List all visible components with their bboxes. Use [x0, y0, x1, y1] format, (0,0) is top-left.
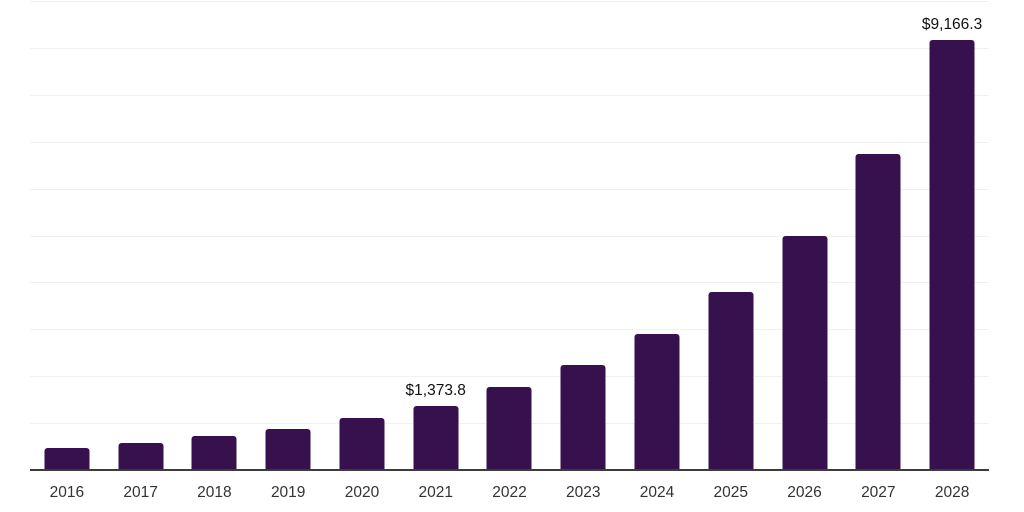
bars: $1,373.8 $9,166.3: [30, 1, 989, 470]
x-tick-2021: 2021: [418, 484, 453, 501]
bar-group-2018: [178, 1, 252, 470]
x-tick-2024: 2024: [639, 484, 675, 501]
gridline-10000: [30, 1, 989, 2]
bar-2022[interactable]: [486, 387, 532, 470]
x-tick-2020: 2020: [344, 484, 380, 501]
x-tick-2018: 2018: [197, 484, 232, 501]
x-tick-2026: 2026: [787, 484, 822, 501]
bar-group-2017: [104, 1, 178, 470]
x-tick-2016: 2016: [49, 484, 85, 501]
bar-group-2020: [325, 1, 399, 470]
bar-group-2023: [546, 1, 620, 470]
bar-2023[interactable]: [560, 364, 606, 470]
bar-2025[interactable]: [708, 291, 754, 470]
x-tick-2019: 2019: [270, 484, 306, 501]
bar-2021[interactable]: [413, 405, 459, 470]
bar-group-2027: [841, 1, 915, 470]
gridline-7000: [30, 141, 989, 143]
gridline-5000: [30, 235, 989, 237]
bar-group-2019: [251, 1, 325, 470]
x-tick-2027: 2027: [861, 484, 896, 501]
x-tick-2023: 2023: [566, 484, 601, 501]
x-tick-2025: 2025: [713, 484, 749, 501]
x-tick-2028: 2028: [934, 484, 970, 501]
bar-2017[interactable]: [118, 442, 164, 470]
gridline-8000: [30, 94, 989, 96]
bar-group-2028: $9,166.3: [915, 1, 989, 470]
gridline-4000: [30, 282, 989, 284]
bar-2018[interactable]: [191, 436, 237, 470]
x-axis-labels: 2016 2017 2018 2019 2020 2021 2022 2023 2024 2025…: [30, 484, 989, 502]
bar-2026[interactable]: [782, 235, 828, 470]
plot-area: $1,373.8 $9,166.3: [30, 1, 989, 470]
bar-2028[interactable]: [929, 40, 975, 470]
bar-group-2016: [30, 1, 104, 470]
bar-group-2022: [473, 1, 547, 470]
x-axis-line: [30, 469, 989, 471]
bar-2024[interactable]: [634, 333, 680, 470]
bar-group-2025: [694, 1, 768, 470]
bar-2027[interactable]: [855, 153, 901, 470]
value-label-2021: $1,373.8: [405, 381, 466, 399]
x-tick-2022: 2022: [492, 484, 527, 501]
gridline-6000: [30, 188, 989, 190]
bar-group-2024: [620, 1, 694, 470]
value-label-2028: $9,166.3: [921, 16, 983, 34]
x-tick-2017: 2017: [123, 484, 158, 501]
bar-2019[interactable]: [265, 429, 311, 470]
bar-group-2026: [768, 1, 842, 470]
bar-2016[interactable]: [44, 448, 90, 470]
gridline-2000: [30, 376, 989, 378]
gridline-9000: [30, 47, 989, 49]
bar-2020[interactable]: [339, 418, 385, 470]
bar-group-2021: $1,373.8: [399, 1, 473, 470]
gridline-3000: [30, 329, 989, 331]
